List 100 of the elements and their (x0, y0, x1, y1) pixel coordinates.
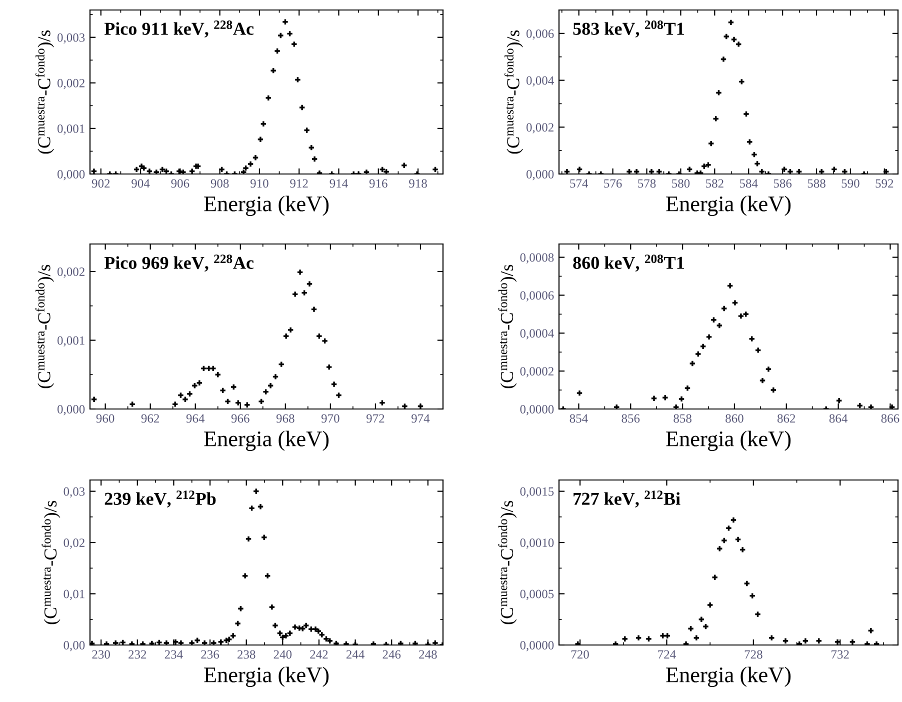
point (202, 640, 208, 645)
point (280, 634, 286, 640)
point (182, 396, 188, 402)
point (731, 36, 737, 42)
y-tick-label: 0,0008 (520, 253, 554, 264)
point (716, 322, 722, 328)
point (287, 31, 292, 36)
point (242, 573, 248, 578)
text: Pico 969 keV, $^{228}$Ac (104, 254, 254, 272)
point (760, 378, 766, 384)
point (749, 336, 754, 342)
point (651, 396, 657, 401)
point (243, 165, 248, 171)
x-tick-label: 902 (92, 179, 110, 188)
point (688, 626, 694, 632)
point (292, 624, 298, 630)
x-tick-label: 866 (881, 414, 900, 423)
point (140, 641, 146, 645)
x-tick-label: 970 (321, 414, 340, 423)
y-tick-label: 0,02 (64, 538, 84, 549)
point (717, 546, 722, 552)
point (743, 312, 748, 317)
y-tick-label: 0,0015 (520, 487, 554, 498)
x-tick-label: 856 (622, 414, 640, 423)
point (178, 392, 184, 398)
point (432, 640, 438, 645)
point (698, 616, 704, 622)
point (176, 168, 182, 174)
x-tick-label: 590 (842, 179, 860, 188)
x-tick-label: 724 (658, 650, 676, 659)
point (156, 640, 162, 645)
x-tick-label: 906 (171, 179, 190, 188)
point (686, 166, 692, 172)
x-tick-label: 588 (808, 179, 826, 188)
point (722, 538, 727, 544)
point (187, 391, 192, 396)
x-tick-label: 728 (744, 650, 762, 659)
point (324, 636, 329, 642)
point (344, 641, 349, 645)
point (231, 384, 236, 390)
point (634, 169, 640, 174)
point (264, 573, 270, 578)
y-tick-label: 0,001 (57, 336, 84, 347)
x-axis-title: Energia (keV) (204, 196, 329, 216)
point (154, 170, 159, 174)
point (172, 639, 178, 645)
x-tick-label: 974 (412, 414, 430, 423)
point (230, 633, 236, 638)
point (788, 169, 793, 174)
point (782, 166, 787, 172)
point (272, 622, 278, 628)
point (254, 488, 259, 494)
point (316, 628, 322, 634)
x-axis-title: Energia (keV) (204, 430, 329, 451)
point (700, 344, 706, 350)
point (192, 383, 198, 388)
point (268, 383, 274, 388)
point (662, 395, 668, 400)
point (270, 68, 276, 74)
x-tick-label: 580 (672, 179, 690, 188)
point (694, 635, 700, 640)
point (703, 624, 708, 630)
x-tick-label: 246 (382, 650, 401, 659)
point (300, 626, 306, 632)
x-tick-label: 854 (570, 414, 588, 423)
y-tick-label: 0,000 (526, 170, 554, 180)
point (288, 327, 294, 333)
y-tick-label: 0,000 (57, 405, 85, 416)
point (782, 638, 788, 644)
point (331, 382, 337, 387)
point (721, 306, 727, 312)
x-tick-label: 910 (250, 179, 268, 188)
point (736, 42, 742, 47)
point (708, 140, 714, 146)
point (252, 155, 258, 160)
point (755, 612, 760, 617)
point (164, 168, 169, 174)
point (735, 536, 741, 542)
point (730, 517, 736, 523)
point (189, 168, 195, 174)
point (210, 366, 216, 372)
point (277, 630, 283, 636)
point (312, 156, 318, 162)
point (274, 48, 280, 54)
x-tick-label: 576 (604, 179, 622, 188)
y-tick-label: 0,002 (57, 268, 84, 278)
point (868, 628, 874, 634)
x-tick-label: 862 (777, 414, 796, 423)
point (398, 640, 404, 645)
x-tick-label: 232 (128, 650, 146, 659)
point (146, 168, 152, 174)
y-tick-label: 0,03 (64, 487, 85, 498)
point (180, 170, 186, 174)
point (707, 602, 713, 608)
point (564, 169, 570, 174)
point (258, 504, 264, 510)
point (728, 20, 734, 26)
point (322, 338, 328, 344)
point (770, 387, 776, 393)
x-tick-label: 720 (571, 650, 589, 659)
